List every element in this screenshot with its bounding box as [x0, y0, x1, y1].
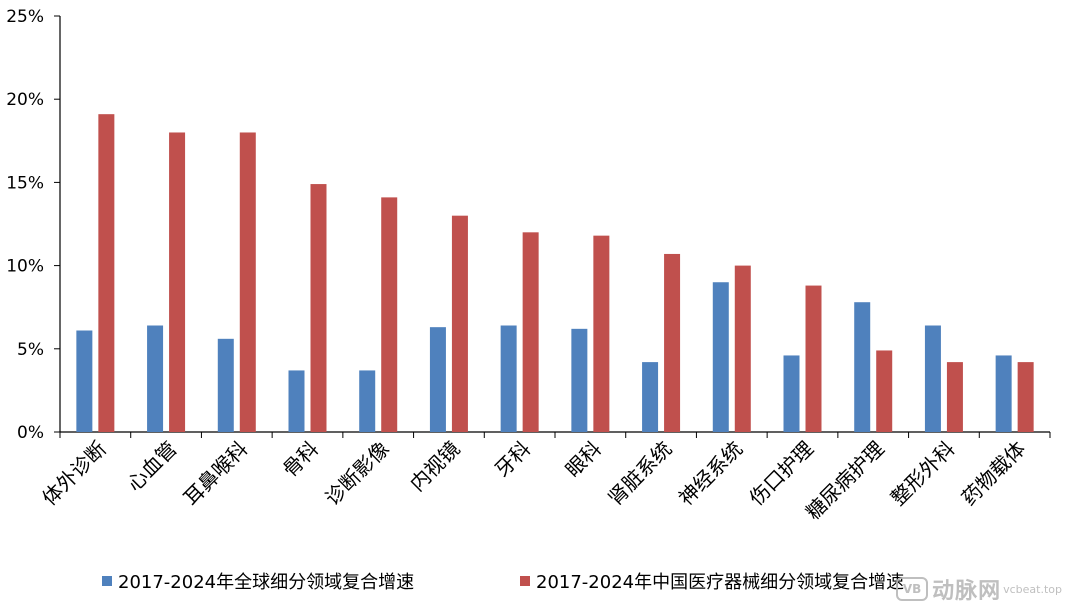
x-tick-label: 神经系统: [674, 437, 748, 511]
x-tick-label: 牙科: [490, 437, 535, 482]
bar-china: [98, 114, 115, 433]
x-tick-label: 肾脏系统: [603, 437, 677, 511]
bar-global: [288, 370, 305, 432]
x-tick-label: 糖尿病护理: [801, 437, 889, 525]
x-tick-label: 骨科: [278, 437, 323, 482]
bar-china: [1017, 362, 1034, 432]
bar-global: [854, 302, 871, 432]
bar-global: [147, 325, 164, 432]
bar-global: [359, 370, 376, 432]
watermark: VB 动脉网 vcbeat.top: [896, 573, 1062, 605]
bar-china: [734, 265, 751, 432]
bar-global: [712, 282, 729, 432]
bar-china: [946, 362, 963, 432]
bar-global: [642, 362, 659, 432]
legend: 2017-2024年全球细分领域复合增速 2017-2024年中国医疗器械细分领…: [0, 568, 1074, 598]
bar-china: [169, 132, 186, 433]
bar-china: [381, 197, 398, 432]
bar-global: [500, 325, 517, 432]
y-tick-label: 15%: [6, 173, 44, 193]
bar-china: [239, 132, 256, 433]
watermark-sub: vcbeat.top: [1003, 582, 1062, 596]
legend-label-china: 2017-2024年中国医疗器械细分领域复合增速: [536, 572, 905, 593]
bar-global: [924, 325, 941, 432]
bar-china: [805, 285, 822, 432]
bar-china: [310, 184, 327, 432]
x-tick-label: 伤口护理: [744, 437, 818, 511]
bar-china: [522, 232, 539, 432]
x-tick-label: 体外诊断: [37, 437, 111, 511]
x-tick-label: 眼科: [561, 437, 606, 482]
bar-global: [571, 328, 588, 432]
bar-global: [783, 355, 800, 432]
y-tick-label: 10%: [6, 257, 44, 277]
watermark-text: 动脉网: [932, 579, 1002, 604]
legend-label-global: 2017-2024年全球细分领域复合增速: [118, 572, 415, 593]
x-tick-label: 药物载体: [957, 437, 1031, 511]
x-tick-label: 诊断影像: [320, 437, 394, 511]
bar-china: [664, 253, 681, 432]
bar-china: [593, 235, 610, 432]
y-tick-label: 20%: [6, 90, 44, 110]
bar-china: [451, 215, 468, 432]
legend-item-china: 2017-2024年中国医疗器械细分领域复合增速: [520, 568, 904, 594]
legend-item-global: 2017-2024年全球细分领域复合增速: [102, 568, 414, 594]
bar-global: [217, 338, 234, 432]
bar-global: [429, 327, 446, 432]
y-tick-label: 5%: [17, 340, 44, 360]
x-tick-label: 内视镜: [405, 437, 464, 496]
x-tick-label: 心血管: [122, 437, 181, 496]
x-tick-label: 耳鼻喉科: [179, 437, 253, 511]
bar-china: [876, 350, 893, 432]
x-tick-label: 整形外科: [886, 437, 960, 511]
y-tick-label: 25%: [6, 7, 44, 27]
legend-swatch-global: [102, 576, 112, 586]
watermark-logo: VB: [896, 577, 929, 601]
y-tick-label: 0%: [17, 423, 44, 443]
bar-global: [995, 355, 1012, 432]
bar-global: [76, 330, 93, 432]
legend-swatch-china: [520, 576, 530, 586]
